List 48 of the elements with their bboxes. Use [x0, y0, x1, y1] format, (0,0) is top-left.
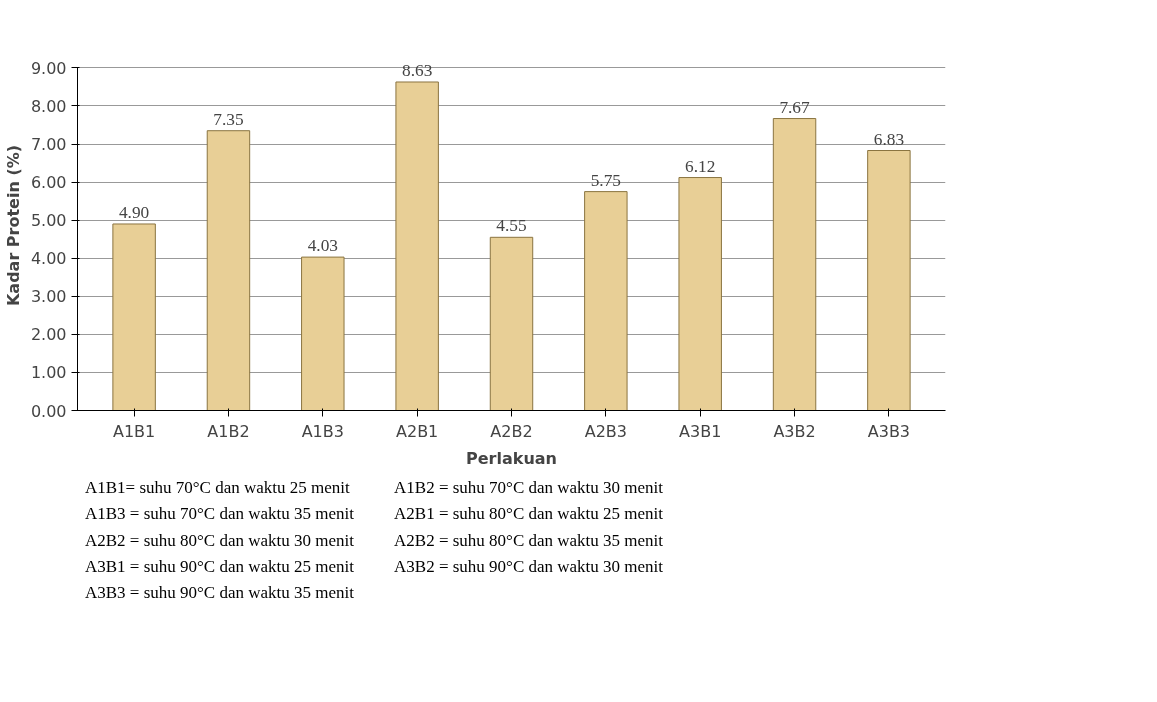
bar [489, 236, 534, 411]
y-tick-label: 6.00 [30, 173, 67, 193]
bar [112, 223, 156, 411]
x-tick-label: A1B2 [207, 421, 250, 441]
data-label: 5.75 [590, 170, 622, 190]
text: A2B2 = suhu 80°C dan waktu 35 menit [394, 529, 664, 552]
bar [206, 130, 251, 411]
x-tick-label: A2B1 [396, 421, 439, 441]
bar [772, 118, 817, 411]
y-tick-label: 0.00 [30, 401, 67, 421]
text: A3B2 = suhu 90°C dan waktu 30 menit [394, 555, 664, 578]
text: A2B1 = suhu 80°C dan waktu 25 menit [394, 503, 664, 526]
y-tick-label: 5.00 [30, 211, 67, 231]
text: A1B2 = suhu 70°C dan waktu 30 menit [394, 477, 664, 499]
x-tick-label: A1B1 [112, 421, 156, 441]
y-tick-label: 2.00 [30, 325, 67, 345]
x-tick-label: A3B3 [867, 421, 911, 441]
x-axis-title: Perlakuan [466, 448, 557, 468]
x-tick-label: A3B2 [773, 421, 816, 441]
text: A3B3 = suhu 90°C dan waktu 35 menit [85, 582, 355, 605]
data-label: 8.63 [401, 60, 433, 80]
data-label: 4.90 [118, 202, 150, 222]
y-tick-label: 3.00 [30, 287, 67, 307]
text: A3B1 = suhu 90°C dan waktu 25 menit [85, 555, 355, 578]
x-tick-label: A3B1 [679, 421, 722, 441]
bar [301, 256, 345, 411]
x-tick-label: A1B3 [301, 421, 344, 441]
x-tick-label: A2B3 [584, 421, 627, 441]
y-axis-title: Kadar Protein (%) [3, 144, 23, 307]
text: A1B1= suhu 70°C dan waktu 25 menit [85, 477, 351, 499]
text: A1B3 = suhu 70°C dan waktu 35 menit [85, 503, 355, 526]
data-label: 6.83 [873, 129, 905, 149]
data-label: 6.12 [685, 156, 716, 176]
y-tick-label: 9.00 [30, 58, 67, 78]
y-tick-label: 1.00 [30, 363, 67, 383]
bar [867, 150, 911, 411]
bar [395, 81, 439, 411]
data-label: 7.35 [213, 109, 244, 129]
y-tick-label: 4.00 [30, 249, 67, 269]
x-tick-label: A2B2 [490, 421, 533, 441]
text: A2B2 = suhu 80°C dan waktu 30 menit [85, 529, 355, 552]
bar [584, 191, 628, 411]
data-label: 7.67 [779, 97, 811, 117]
data-label: 4.03 [307, 236, 338, 256]
bar [678, 177, 722, 411]
y-tick-label: 7.00 [30, 135, 67, 155]
data-label: 4.55 [496, 216, 527, 236]
y-tick-label: 8.00 [30, 96, 67, 116]
